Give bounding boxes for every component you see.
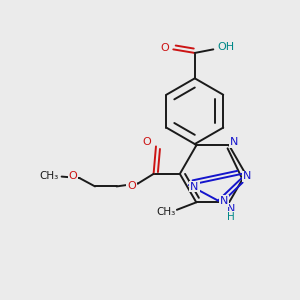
Text: CH₃: CH₃ (156, 207, 175, 217)
Text: N: N (243, 171, 251, 182)
Text: OH: OH (217, 42, 234, 52)
Text: O: O (127, 181, 136, 191)
Text: O: O (142, 137, 151, 147)
Text: N: N (226, 204, 235, 214)
Text: H: H (227, 212, 235, 222)
Text: N: N (220, 196, 228, 206)
Text: N: N (230, 137, 239, 148)
Text: CH₃: CH₃ (39, 171, 59, 181)
Text: O: O (160, 43, 169, 53)
Text: N: N (190, 182, 199, 192)
Text: O: O (69, 171, 77, 181)
